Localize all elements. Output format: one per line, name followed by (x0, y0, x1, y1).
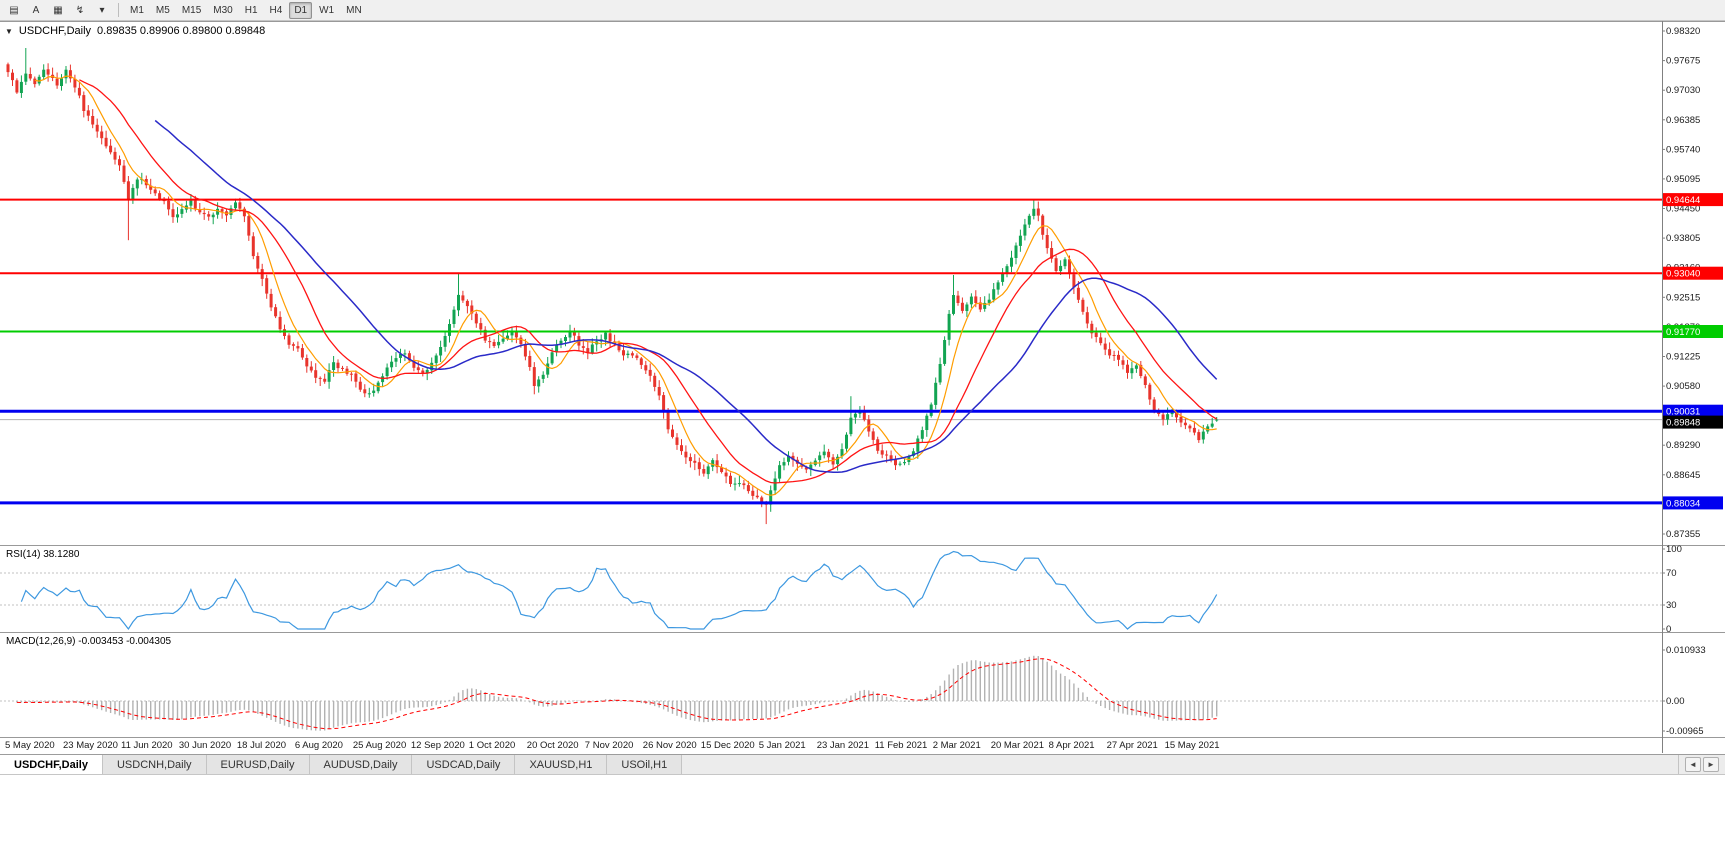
date-label: 11 Jun 2020 (121, 740, 173, 751)
symbol-dropdown-icon[interactable]: ▼ (5, 26, 13, 36)
chart-tab-eurusd[interactable]: EURUSD,Daily (206, 755, 310, 774)
svg-text:0.91770: 0.91770 (1666, 327, 1700, 338)
macd-tick-label: 0.00 (1666, 696, 1685, 707)
tab-scroll-left[interactable]: ◄ (1685, 757, 1701, 772)
price-tick-label: 0.92515 (1666, 292, 1700, 303)
macd-tick-label: 0.010933 (1666, 645, 1706, 656)
chart-tabbar: USDCHF,Daily USDCNH,Daily EURUSD,Daily AUDU… (0, 754, 1725, 775)
date-label: 20 Oct 2020 (527, 740, 579, 751)
price-tick-label: 0.97030 (1666, 85, 1700, 96)
date-label: 27 Apr 2021 (1107, 740, 1158, 751)
chart-toolbar: ▤ A ▦ ↯ ▾ M1 M5 M15 M30 H1 H4 D1 W1 MN (0, 0, 1725, 21)
chart-tab-usoil[interactable]: USOil,H1 (607, 755, 683, 774)
price-badge: 0.88034 (1663, 496, 1723, 510)
date-label: 15 May 2021 (1165, 740, 1220, 751)
chart-window-icon[interactable]: ▦ (53, 4, 63, 16)
date-label: 30 Jun 2020 (179, 740, 231, 751)
svg-text:0.89848: 0.89848 (1666, 418, 1700, 429)
price-tick-label: 0.97675 (1666, 56, 1700, 67)
rsi-tick-label: 70 (1666, 568, 1677, 579)
price-badge: 0.91770 (1663, 325, 1723, 338)
tab-scroll-controls: ◄ ► (1678, 755, 1725, 774)
date-label: 5 May 2020 (5, 740, 55, 751)
rsi-label: RSI(14) 38.1280 (6, 549, 80, 560)
chart-tab-usdchf[interactable]: USDCHF,Daily (0, 755, 103, 774)
price-tick-label: 0.93805 (1666, 233, 1700, 244)
price-badge: 0.93040 (1663, 266, 1723, 280)
chart-title: ▼ USDCHF,Daily 0.89835 0.89906 0.89800 0… (5, 25, 265, 37)
price-tick-label: 0.96385 (1666, 115, 1700, 126)
rsi-tick-label: 100 (1666, 544, 1682, 555)
ohlc-values: 0.89835 0.89906 0.89800 0.89848 (97, 25, 266, 37)
price-tick-label: 0.95095 (1666, 174, 1700, 185)
rsi-tick-label: 30 (1666, 600, 1677, 611)
candlesticks (6, 48, 1219, 525)
date-label: 26 Nov 2020 (643, 740, 697, 751)
date-label: 12 Sep 2020 (411, 740, 465, 751)
price-tick-label: 0.88645 (1666, 470, 1700, 481)
date-label: 23 Jan 2021 (817, 740, 869, 751)
timeframe-button-m15[interactable]: M15 (181, 4, 202, 16)
chart-tab-audusd[interactable]: AUDUSD,Daily (309, 755, 413, 774)
svg-text:0.93040: 0.93040 (1666, 269, 1700, 280)
date-label: 6 Aug 2020 (295, 740, 343, 751)
price-badge: 0.90031 (1663, 404, 1723, 418)
moving-average-line-2 (154, 119, 1218, 474)
price-tick-label: 0.98320 (1666, 26, 1700, 37)
price-tick-label: 0.94450 (1666, 204, 1700, 215)
moving-average-line-0 (34, 75, 1217, 496)
date-label: 1 Oct 2020 (469, 740, 515, 751)
chart-tab-usdcad[interactable]: USDCAD,Daily (412, 755, 516, 774)
tab-scroll-right[interactable]: ► (1703, 757, 1719, 772)
svg-text:0.88034: 0.88034 (1666, 498, 1700, 509)
date-label: 5 Jan 2021 (759, 740, 806, 751)
chart-tabs: USDCHF,Daily USDCNH,Daily EURUSD,Daily AUDU… (0, 755, 1678, 774)
date-label: 18 Jul 2020 (237, 740, 286, 751)
date-label: 8 Apr 2021 (1049, 740, 1095, 751)
date-label: 2 Mar 2021 (933, 740, 981, 751)
timeframe-button-m1[interactable]: M1 (130, 4, 144, 16)
indicators-caret-icon[interactable]: ▾ (99, 4, 105, 16)
moving-average-line-1 (79, 79, 1218, 484)
date-label: 15 Dec 2020 (701, 740, 755, 751)
indicators-icon[interactable]: ↯ (75, 4, 85, 16)
price-tick-label: 0.91225 (1666, 352, 1700, 363)
macd-label: MACD(12,26,9) -0.003453 -0.004305 (6, 636, 172, 647)
date-label: 20 Mar 2021 (991, 740, 1044, 751)
macd-histogram (16, 655, 1218, 731)
macd-signal-line (16, 658, 1217, 730)
timeframe-button-mn[interactable]: MN (346, 4, 362, 16)
price-tick-label: 0.89290 (1666, 440, 1700, 451)
macd-tick-label: -0.00965 (1666, 726, 1704, 737)
rsi-tick-label: 0 (1666, 624, 1671, 635)
svg-text:0.90031: 0.90031 (1666, 407, 1700, 418)
symbol-label: USDCHF,Daily (18, 25, 92, 37)
timeframe-button-h1[interactable]: H1 (244, 4, 258, 16)
svg-text:0.94644: 0.94644 (1666, 195, 1700, 206)
timeframe-button-w1[interactable]: W1 (319, 4, 335, 16)
date-label: 23 May 2020 (63, 740, 118, 751)
price-tick-label: 0.95740 (1666, 144, 1700, 155)
date-label: 25 Aug 2020 (353, 740, 406, 751)
chart-tab-usdcnh[interactable]: USDCNH,Daily (102, 755, 207, 774)
rsi-line (20, 550, 1218, 631)
toolbar-separator (118, 3, 119, 17)
timeframe-button-m5[interactable]: M5 (155, 4, 170, 16)
charts-list-icon[interactable]: ▤ (9, 4, 19, 16)
auto-arrange-button[interactable]: A (32, 4, 40, 16)
timeframe-button-h4[interactable]: H4 (269, 4, 283, 16)
date-label: 7 Nov 2020 (585, 740, 634, 751)
price-badge: 0.89848 (1663, 415, 1723, 429)
price-badge: 0.94644 (1663, 193, 1723, 207)
chart-tab-xauusd[interactable]: XAUUSD,H1 (515, 755, 608, 774)
timeframe-button-m30[interactable]: M30 (213, 4, 233, 16)
price-tick-label: 0.87355 (1666, 529, 1700, 540)
date-label: 11 Feb 2021 (875, 740, 928, 751)
price-tick-label: 0.90580 (1666, 381, 1700, 392)
timeframe-button-d1[interactable]: D1 (289, 1, 313, 19)
